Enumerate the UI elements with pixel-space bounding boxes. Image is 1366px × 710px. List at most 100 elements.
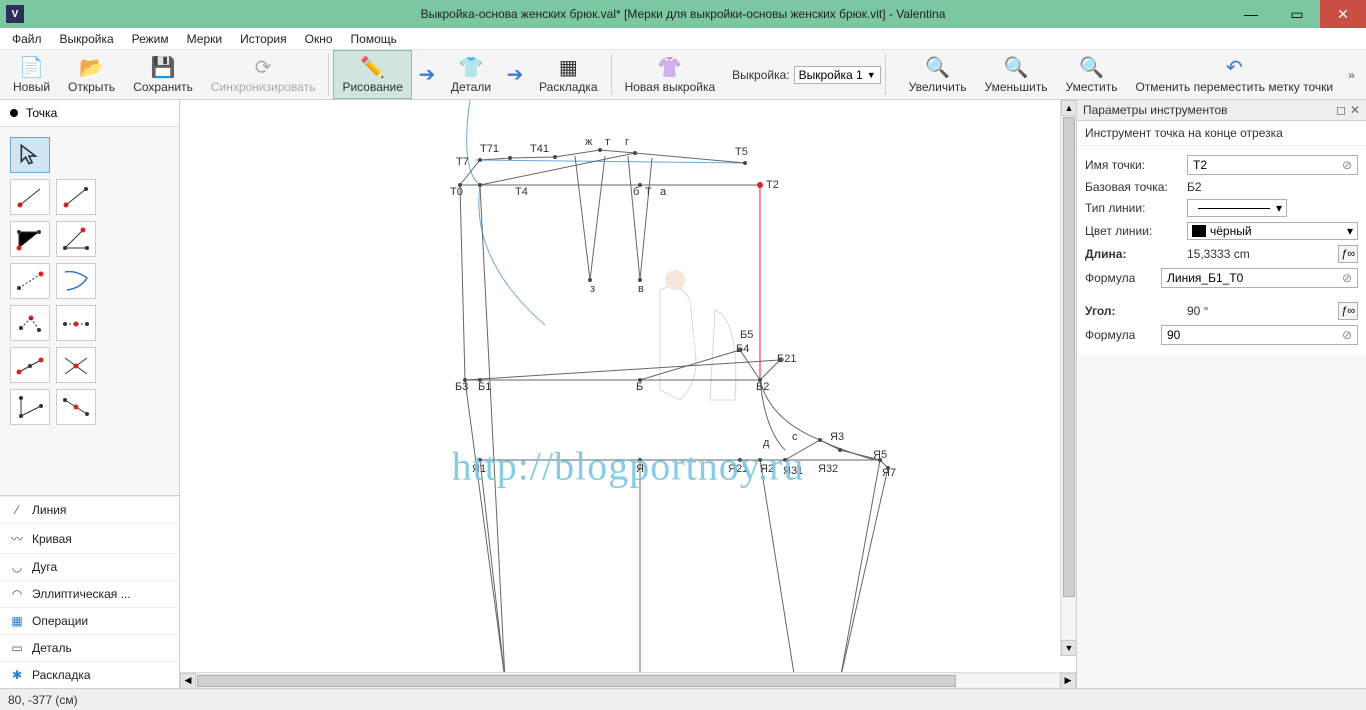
new-label: Новый <box>13 80 50 94</box>
layout-button[interactable]: ▦Раскладка <box>530 50 607 99</box>
menu-file[interactable]: Файл <box>4 30 50 48</box>
point-name-label: Имя точки: <box>1085 158 1181 172</box>
cat-ellipse[interactable]: ◠ Эллиптическая ... <box>0 580 179 607</box>
clear-icon[interactable]: ⊘ <box>1342 271 1352 285</box>
vscroll-thumb[interactable] <box>1063 117 1075 597</box>
line-icon: ⁄ <box>10 503 24 517</box>
scroll-right-button[interactable]: ▶ <box>1060 673 1076 689</box>
menu-help[interactable]: Помощь <box>343 30 405 48</box>
tool-line-intersect[interactable] <box>56 347 96 383</box>
zoom-fit-button[interactable]: 🔍Уместить <box>1057 50 1127 99</box>
tool-perpendicular[interactable] <box>10 221 50 257</box>
svg-text:Б4: Б4 <box>736 343 749 355</box>
length-formula-input[interactable]: Линия_Б1_Т0⊘ <box>1161 268 1358 288</box>
tool-triangle[interactable] <box>10 305 50 341</box>
tool-along-line[interactable] <box>10 263 50 299</box>
hscroll-track[interactable] <box>197 675 1059 687</box>
toolbar-separator <box>328 54 329 95</box>
ellipse-icon: ◠ <box>10 587 24 601</box>
sync-button[interactable]: ⟳Синхронизировать <box>202 50 325 99</box>
svg-text:Б2: Б2 <box>756 381 769 393</box>
cat-line[interactable]: ⁄Линия <box>0 496 179 523</box>
details-button[interactable]: 👕Детали <box>442 50 500 99</box>
draw-mode-button[interactable]: ✏️Рисование <box>333 50 411 99</box>
cat-layout[interactable]: ✱Раскладка <box>0 661 179 688</box>
vscroll-track[interactable] <box>1063 117 1075 639</box>
zoom-fit-label: Уместить <box>1066 80 1118 94</box>
tool-bisector[interactable] <box>56 221 96 257</box>
cat-ellipse-label: Эллиптическая ... <box>32 587 131 601</box>
workspace: Точка ⁄Линия 〰Кривая ◡Дуга ◠Эл <box>0 100 1366 688</box>
menu-pattern[interactable]: Выкройка <box>52 30 122 48</box>
menu-measures[interactable]: Мерки <box>179 30 230 48</box>
toolbar-overflow[interactable]: » <box>1342 50 1361 99</box>
detail-icon: ▭ <box>10 641 24 655</box>
color-swatch-icon <box>1192 225 1206 237</box>
cat-detail[interactable]: ▭Деталь <box>0 634 179 661</box>
menu-window[interactable]: Окно <box>297 30 341 48</box>
line-type-select[interactable]: ▾ <box>1187 199 1287 217</box>
properties-title-text: Параметры инструментов <box>1083 103 1228 117</box>
svg-text:Т5: Т5 <box>735 146 748 158</box>
horizontal-scrollbar[interactable]: ◀ ▶ <box>180 672 1076 688</box>
length-value: 15,3333 cm <box>1187 247 1328 261</box>
menu-mode[interactable]: Режим <box>124 30 177 48</box>
clear-icon[interactable]: ⊘ <box>1342 328 1352 342</box>
minimize-button[interactable]: — <box>1228 0 1274 28</box>
close-button[interactable]: ✕ <box>1320 0 1366 28</box>
cat-curve[interactable]: 〰Кривая <box>0 523 179 553</box>
line-color-select[interactable]: чёрный▾ <box>1187 222 1358 240</box>
arrow-right-button-2[interactable]: ➔ <box>500 50 530 99</box>
pattern-combo[interactable]: Выкройка 1▼ <box>794 66 881 84</box>
tool-normal[interactable] <box>10 347 50 383</box>
new-pattern-button[interactable]: 👚Новая выкройка <box>616 50 725 99</box>
scroll-down-button[interactable]: ▼ <box>1061 640 1076 656</box>
fx-button[interactable]: ƒ∞ <box>1338 245 1358 263</box>
line-color-label: Цвет линии: <box>1085 224 1181 238</box>
fx-button[interactable]: ƒ∞ <box>1338 302 1358 320</box>
vertical-scrollbar[interactable]: ▲ ▼ <box>1060 100 1076 656</box>
hscroll-thumb[interactable] <box>197 675 956 687</box>
tool-segment[interactable] <box>10 179 50 215</box>
zoom-out-button[interactable]: 🔍Уменьшить <box>976 50 1057 99</box>
svg-text:Я32: Я32 <box>818 463 838 475</box>
tool-pointer[interactable] <box>10 137 50 173</box>
scroll-left-button[interactable]: ◀ <box>180 673 196 689</box>
tool-endpoint[interactable] <box>56 179 96 215</box>
clear-icon[interactable]: ⊘ <box>1342 158 1352 172</box>
drawing-canvas[interactable]: Т2 <box>180 100 1076 672</box>
pencil-icon: ✏️ <box>361 55 385 79</box>
menu-history[interactable]: История <box>232 30 295 48</box>
pattern-drawing: Т2 <box>180 100 1060 672</box>
arc-icon: ◡ <box>10 560 24 574</box>
cat-ops[interactable]: ▦Операции <box>0 607 179 634</box>
cat-curve-label: Кривая <box>32 532 72 546</box>
angle-formula-input[interactable]: 90⊘ <box>1161 325 1358 345</box>
svg-text:Т71: Т71 <box>480 143 499 155</box>
svg-text:Т4: Т4 <box>515 186 528 198</box>
properties-title: Параметры инструментов ◻ ✕ <box>1077 100 1366 121</box>
toolbar-separator <box>885 54 886 95</box>
tool-shoulder[interactable] <box>56 263 96 299</box>
cat-arc[interactable]: ◡Дуга <box>0 553 179 580</box>
tools-panel-header[interactable]: Точка <box>0 100 179 127</box>
point-name-input[interactable]: Т2⊘ <box>1187 155 1358 175</box>
tool-intersect[interactable] <box>56 305 96 341</box>
cursor-coords: 80, -377 (см) <box>8 693 78 707</box>
scroll-up-button[interactable]: ▲ <box>1061 100 1076 116</box>
svg-text:в: в <box>638 283 644 295</box>
open-button[interactable]: 📂Открыть <box>59 50 124 99</box>
undock-icon[interactable]: ◻ <box>1336 103 1346 117</box>
menubar: Файл Выкройка Режим Мерки История Окно П… <box>0 28 1366 50</box>
zoom-in-button[interactable]: 🔍Увеличить <box>900 50 976 99</box>
save-button[interactable]: 💾Сохранить <box>124 50 202 99</box>
tools-panel: Точка ⁄Линия 〰Кривая ◡Дуга ◠Эл <box>0 100 180 688</box>
new-button[interactable]: 📄Новый <box>4 50 59 99</box>
maximize-button[interactable]: ▭ <box>1274 0 1320 28</box>
tool-midpoint[interactable] <box>56 389 96 425</box>
undo-marker-button[interactable]: ↶Отменить переместить метку точки <box>1126 50 1342 99</box>
close-panel-icon[interactable]: ✕ <box>1350 103 1360 117</box>
arrow-right-button[interactable]: ➔ <box>412 50 442 99</box>
pattern-selector-label: Выкройка: <box>728 68 793 82</box>
tool-point-from-xy[interactable] <box>10 389 50 425</box>
